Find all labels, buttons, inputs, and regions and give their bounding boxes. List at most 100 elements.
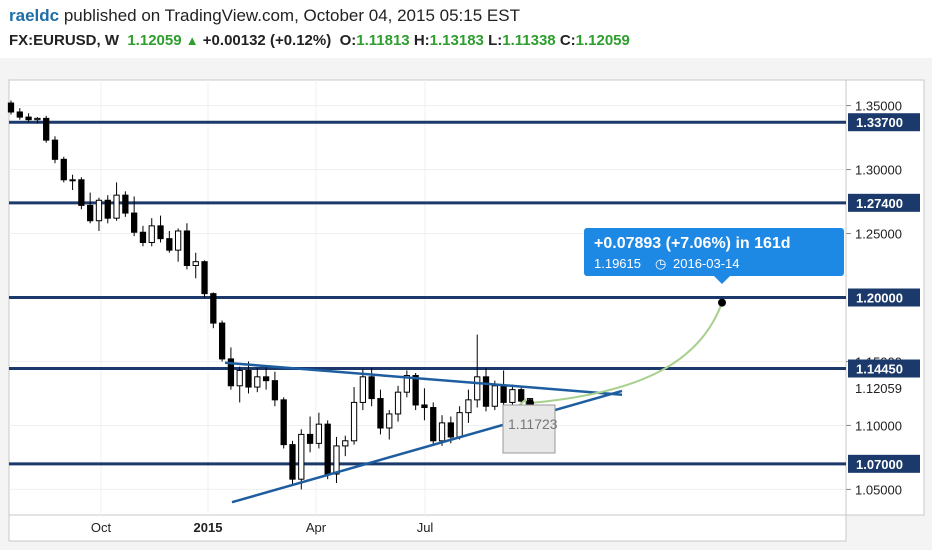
candle-body bbox=[518, 389, 525, 402]
candle-body bbox=[421, 404, 428, 409]
close-label: C: bbox=[559, 32, 576, 49]
candle bbox=[43, 115, 50, 143]
candle bbox=[518, 385, 525, 405]
candle bbox=[166, 230, 173, 253]
candle-body bbox=[122, 194, 129, 214]
candle-body bbox=[465, 399, 472, 414]
last-price: 1.12059 bbox=[127, 32, 182, 49]
candle-body bbox=[192, 261, 199, 267]
upper-trendline[interactable] bbox=[224, 361, 623, 396]
level-label: 1.20000 bbox=[856, 291, 903, 306]
published-text: published on TradingView.com, October 04… bbox=[59, 6, 520, 25]
low-label: L: bbox=[488, 32, 503, 49]
candle-body bbox=[60, 158, 67, 181]
candle-body bbox=[359, 376, 367, 403]
candle bbox=[34, 117, 41, 124]
candle bbox=[271, 371, 279, 407]
candle-body bbox=[298, 433, 305, 480]
price-box[interactable] bbox=[502, 404, 556, 454]
candle-body bbox=[438, 422, 446, 442]
candle-body bbox=[315, 423, 323, 444]
candle bbox=[157, 215, 164, 243]
candle-body bbox=[456, 412, 463, 438]
projection-callout[interactable]: +0.07893 (+7.06%) in 161d 1.19615 ◷ 2016… bbox=[584, 228, 844, 284]
candle bbox=[359, 369, 367, 411]
candle-body bbox=[474, 376, 481, 401]
lower-trendline[interactable] bbox=[231, 389, 623, 504]
candle bbox=[350, 387, 358, 445]
candle-body bbox=[509, 389, 516, 403]
candle bbox=[131, 196, 138, 237]
level-label: 1.14450 bbox=[856, 362, 903, 377]
horizontal-levels[interactable] bbox=[9, 120, 846, 466]
candle-body bbox=[430, 407, 437, 442]
projection-curve[interactable] bbox=[529, 302, 723, 405]
time-tick-label: Oct bbox=[91, 520, 112, 535]
candle bbox=[192, 252, 199, 279]
candle-body bbox=[25, 116, 32, 121]
candle bbox=[333, 436, 340, 484]
candle bbox=[201, 260, 208, 298]
candle bbox=[95, 197, 103, 231]
candle bbox=[236, 366, 243, 403]
close-value: 1.12059 bbox=[575, 32, 630, 49]
price-tick-label: 1.05000 bbox=[855, 482, 902, 497]
candle bbox=[245, 361, 252, 394]
price-box-label: 1.11723 bbox=[508, 416, 558, 432]
low-value: 1.11338 bbox=[502, 32, 556, 49]
candle bbox=[148, 218, 155, 247]
candle-body bbox=[95, 199, 103, 222]
open-label: O: bbox=[339, 32, 357, 49]
candle bbox=[324, 420, 331, 480]
candle bbox=[474, 334, 481, 408]
candle bbox=[377, 389, 384, 435]
candle-body bbox=[289, 444, 296, 480]
candle-body bbox=[245, 369, 252, 388]
candle bbox=[113, 182, 120, 221]
candle bbox=[51, 136, 59, 164]
candle-body bbox=[482, 376, 490, 407]
time-tick-labels: Oct 2015 Apr Jul bbox=[91, 520, 434, 535]
candle bbox=[342, 435, 349, 457]
candle-body bbox=[227, 358, 235, 387]
candle-body bbox=[306, 433, 314, 444]
symbol-label[interactable]: FX:EURUSD, W bbox=[9, 32, 119, 49]
time-tick-label: Jul bbox=[417, 520, 434, 535]
level-label: 1.07000 bbox=[856, 457, 903, 472]
change-value: +0.00132 (+0.12%) bbox=[202, 32, 332, 49]
candle bbox=[394, 385, 402, 422]
candle bbox=[60, 156, 67, 183]
candles-group bbox=[7, 100, 534, 490]
level-label-bg bbox=[848, 113, 920, 132]
candle-body bbox=[218, 322, 226, 360]
candle bbox=[25, 113, 32, 123]
time-tick-label: Apr bbox=[306, 520, 327, 535]
candle bbox=[482, 367, 490, 412]
candle-body bbox=[183, 230, 191, 267]
candle-body bbox=[377, 398, 384, 429]
author-link[interactable]: raeldc bbox=[9, 6, 60, 25]
candle-body bbox=[51, 139, 59, 160]
ohlc-legend: FX:EURUSD, W 1.12059 ▲ +0.00132 (+0.12%)… bbox=[9, 32, 630, 49]
candle-body bbox=[131, 212, 138, 233]
level-label-bg bbox=[848, 359, 920, 378]
candle bbox=[69, 174, 76, 191]
candle-body bbox=[104, 199, 111, 219]
candle-body bbox=[87, 204, 94, 222]
candle-body bbox=[174, 230, 182, 251]
candle-body bbox=[368, 376, 375, 400]
candle-body bbox=[201, 261, 208, 295]
chart-header: raeldc published on TradingView.com, Oct… bbox=[0, 0, 932, 58]
projection-end-dot[interactable] bbox=[718, 298, 726, 307]
callout-price: 1.19615 bbox=[594, 256, 641, 271]
time-axis[interactable] bbox=[8, 514, 847, 542]
candle-body bbox=[254, 376, 261, 388]
candle-body bbox=[16, 111, 23, 118]
candle-body bbox=[386, 413, 393, 429]
candle-body bbox=[262, 376, 270, 382]
candle-body bbox=[271, 380, 279, 401]
candle bbox=[7, 100, 15, 115]
candle bbox=[386, 410, 393, 440]
callout-date: 2016-03-14 bbox=[673, 256, 740, 271]
